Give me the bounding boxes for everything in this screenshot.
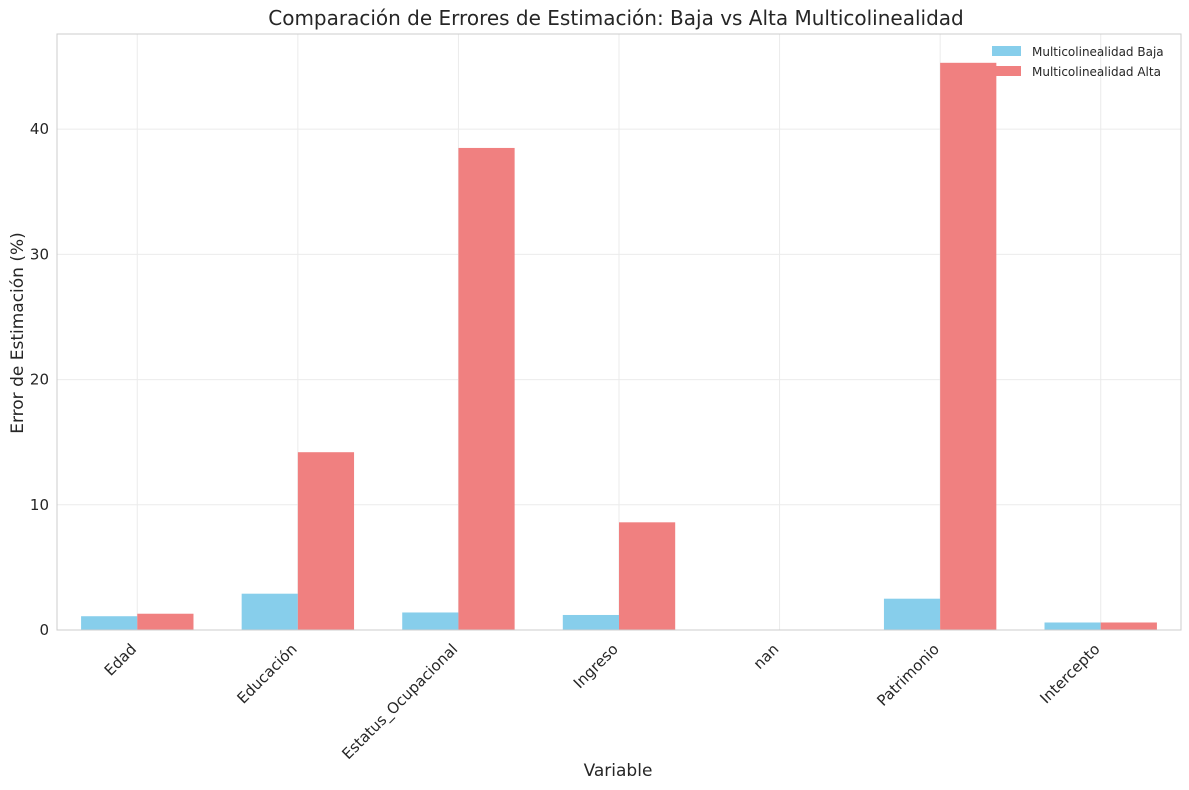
bar-alta-2 xyxy=(458,147,515,631)
plot-frame xyxy=(56,33,1182,631)
y-tick-label: 30 xyxy=(30,245,49,263)
x-axis-label: Variable xyxy=(584,761,653,781)
y-tick-label: 10 xyxy=(30,496,49,514)
bar-alta-1 xyxy=(297,452,355,630)
bar-alta-6 xyxy=(1100,622,1157,630)
bar-alta-5 xyxy=(940,62,997,630)
x-tick-label: Intercepto xyxy=(1036,640,1103,707)
legend-swatch xyxy=(992,46,1021,56)
x-tick-label: Estatus_Ocupacional xyxy=(338,640,462,764)
y-axis-label: Error de Estimación (%) xyxy=(8,232,28,434)
bar-baja-1 xyxy=(241,593,298,630)
legend: Multicolinealidad Baja Multicolinealidad … xyxy=(992,45,1164,79)
bars xyxy=(81,62,1157,631)
chart-title: Comparación de Errores de Estimación: Ba… xyxy=(268,6,963,30)
y-tick-label: 20 xyxy=(30,371,49,389)
legend-label: Multicolinealidad Alta xyxy=(1032,65,1161,79)
bar-baja-0 xyxy=(81,616,138,630)
x-tick-label: Patrimonio xyxy=(873,640,943,710)
x-axis-ticks: Edad Educación Estatus_Ocupacional Ingreso n… xyxy=(101,640,1104,764)
x-tick-label: Ingreso xyxy=(570,640,622,692)
legend-label: Multicolinealidad Baja xyxy=(1032,45,1164,59)
legend-swatch xyxy=(992,66,1021,76)
x-tick-label: Educación xyxy=(233,640,300,707)
bar-alta-3 xyxy=(619,522,676,630)
y-tick-label: 40 xyxy=(30,120,49,138)
x-tick-label: nan xyxy=(750,640,783,673)
bar-baja-2 xyxy=(402,612,459,630)
bar-baja-5 xyxy=(883,598,941,630)
bar-baja-6 xyxy=(1044,622,1101,630)
bar-alta-0 xyxy=(137,613,194,630)
y-tick-label: 0 xyxy=(39,621,49,639)
bar-baja-3 xyxy=(562,614,619,630)
y-axis-ticks: 0 10 20 30 40 xyxy=(30,120,49,639)
x-tick-label: Edad xyxy=(101,640,140,679)
